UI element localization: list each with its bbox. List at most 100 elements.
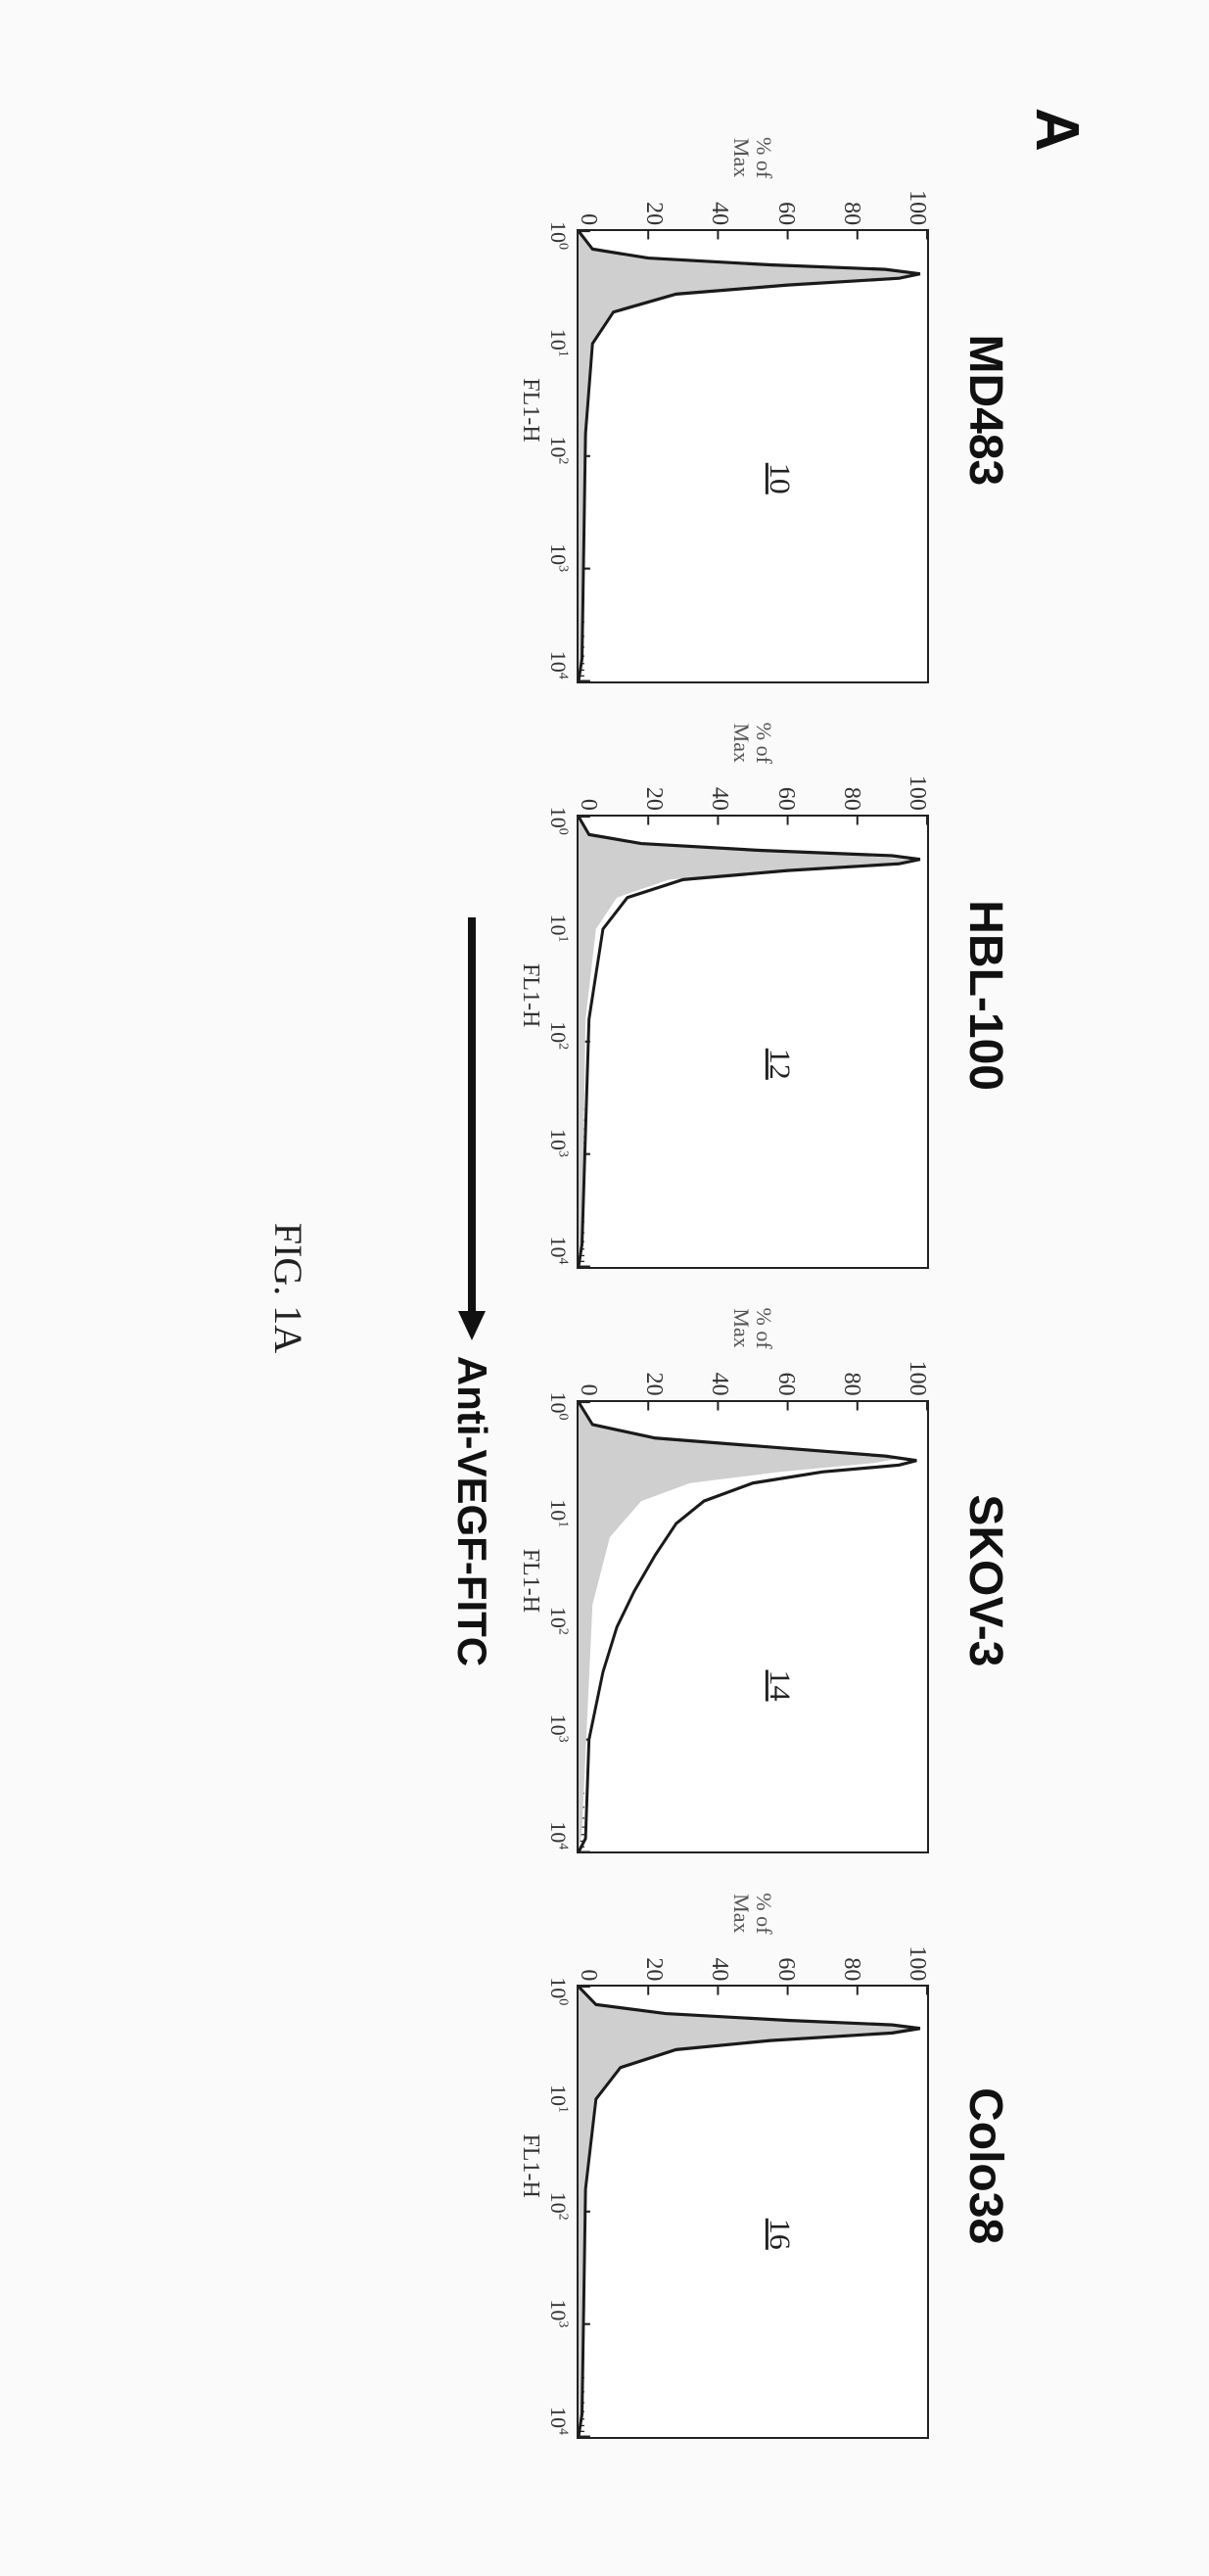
y-tick-label: 40 [708, 1945, 731, 1981]
plot-wrap: % ofMax 100 80 60 40 20 0 16 [577, 1893, 929, 2439]
plot-annotation: 10 [764, 463, 797, 494]
y-tick-label: 20 [642, 190, 666, 225]
y-tick-label: 40 [708, 1361, 731, 1396]
y-label: Max [730, 724, 753, 763]
y-axis-block: % ofMax 100 80 60 40 20 0 [577, 723, 929, 815]
x-tick-label: 100 [545, 1977, 571, 2005]
y-tick-label: 0 [577, 775, 600, 811]
y-label-group: % ofMax [730, 137, 775, 180]
y-tick-label: 100 [906, 1361, 929, 1396]
x-tick-row: 100 101 102 103 104 [545, 723, 571, 1269]
y-label: Max [730, 1894, 753, 1933]
plot-column: MD483% ofMax1008060402001010010110210310… [517, 137, 1012, 683]
x-tick-label: 104 [545, 1237, 571, 1265]
y-axis-block: % ofMax 100 80 60 40 20 0 [577, 1308, 929, 1400]
x-axis-label: FL1-H [517, 2133, 543, 2197]
y-tick-label: 100 [906, 775, 929, 811]
panel-letter: A [1022, 108, 1092, 2439]
histogram-fill [579, 1987, 920, 2437]
y-tick-label: 100 [906, 1945, 929, 1981]
y-label: Max [730, 1308, 753, 1347]
y-label: % of [753, 1308, 775, 1349]
y-tick-label: 80 [840, 1361, 863, 1396]
histogram-plot: 16 [577, 1985, 929, 2439]
x-tick-label: 104 [545, 651, 571, 679]
x-tick-label: 102 [545, 1607, 571, 1635]
plot-wrap: % ofMax 100 80 60 40 20 0 14 [577, 1308, 929, 1854]
x-axis-label: FL1-H [517, 963, 543, 1027]
plot-title: MD483 [958, 335, 1012, 487]
y-label: Max [730, 138, 753, 177]
x-tick-label: 101 [545, 329, 571, 357]
x-tick-row: 100 101 102 103 104 [545, 1893, 571, 2439]
x-tick-label: 102 [545, 2192, 571, 2221]
y-tick-label: 60 [774, 775, 798, 811]
y-label: % of [753, 723, 775, 764]
plot-title: SKOV-3 [958, 1494, 1012, 1666]
arrow-icon [454, 910, 489, 1340]
y-tick-label: 0 [577, 190, 600, 225]
y-label: % of [753, 137, 775, 178]
y-tick-label: 80 [840, 190, 863, 225]
y-tick-label: 0 [577, 1945, 600, 1981]
x-axis-label: FL1-H [517, 378, 543, 442]
y-tick-label: 20 [642, 1361, 666, 1396]
y-tick-labels: 100 80 60 40 20 0 [577, 190, 929, 225]
plots-row: MD483% ofMax1008060402001010010110210310… [517, 137, 1012, 2439]
plot-wrap: % ofMax 100 80 60 40 20 0 12 [577, 723, 929, 1269]
x-arrow-row: Anti-VEGF-FITC [448, 137, 495, 2439]
histogram-fill [579, 231, 920, 681]
histogram-plot: 12 [577, 815, 929, 1269]
plot-title: HBL-100 [958, 900, 1012, 1091]
plot-annotation: 16 [764, 2219, 797, 2250]
figure-page: A MD483% ofMax10080604020010100101102103… [0, 0, 1209, 2576]
y-label-group: % ofMax [730, 1893, 775, 1936]
y-tick-label: 80 [840, 1945, 863, 1981]
x-tick-label: 103 [545, 543, 571, 572]
x-tick-row: 100 101 102 103 104 [545, 1308, 571, 1854]
y-tick-label: 60 [774, 1361, 798, 1396]
figure-caption: FIG. 1A [265, 137, 311, 2439]
plot-column: Colo38% ofMax100806040200161001011021031… [517, 1893, 1012, 2439]
x-tick-label: 102 [545, 436, 571, 464]
x-tick-label: 102 [545, 1021, 571, 1050]
histogram-plot: 14 [577, 1400, 929, 1854]
y-tick-label: 40 [708, 190, 731, 225]
x-tick-label: 101 [545, 1499, 571, 1527]
y-tick-label: 0 [577, 1361, 600, 1396]
y-label-group: % ofMax [730, 1308, 775, 1351]
x-tick-label: 103 [545, 1714, 571, 1743]
plot-column: HBL-100 % ofMax 100 80 60 40 20 0 12 100 101 102 103… [517, 723, 1012, 1269]
x-tick-label: 103 [545, 1129, 571, 1157]
plot-annotation: 12 [764, 1049, 797, 1080]
y-tick-label: 60 [774, 190, 798, 225]
y-tick-label: 20 [642, 1945, 666, 1981]
x-tick-label: 104 [545, 2407, 571, 2435]
y-tick-label: 60 [774, 1945, 798, 1981]
y-axis-block: % ofMax 100 80 60 40 20 0 [577, 1893, 929, 1985]
x-tick-label: 100 [545, 807, 571, 835]
y-tick-labels: 100 80 60 40 20 0 [577, 1361, 929, 1396]
y-label: % of [753, 1893, 775, 1934]
x-tick-label: 100 [545, 1392, 571, 1421]
x-tick-label: 101 [545, 2084, 571, 2113]
y-label-group: % ofMax [730, 723, 775, 766]
plot-wrap: % ofMax 100 80 60 40 20 0 10 [577, 137, 929, 683]
y-tick-label: 100 [906, 190, 929, 225]
x-tick-label: 103 [545, 2299, 571, 2327]
x-tick-label: 101 [545, 913, 571, 942]
x-tick-row: 100 101 102 103 104 [545, 137, 571, 683]
y-tick-labels: 100 80 60 40 20 0 [577, 1945, 929, 1981]
x-axis-label: FL1-H [517, 1549, 543, 1613]
x-tick-label: 104 [545, 1821, 571, 1850]
histogram-plot: 10 [577, 229, 929, 683]
y-tick-labels: 100 80 60 40 20 0 [577, 775, 929, 811]
x-tick-label: 100 [545, 221, 571, 250]
plot-column: SKOV-3% ofMax100806040200141001011021031… [517, 1308, 1012, 1854]
y-tick-label: 40 [708, 775, 731, 811]
plot-title: Colo38 [958, 2087, 1012, 2244]
histogram-fill [579, 817, 909, 1267]
y-tick-label: 80 [840, 775, 863, 811]
y-tick-label: 20 [642, 775, 666, 811]
x-arrow-label: Anti-VEGF-FITC [448, 1356, 495, 1666]
